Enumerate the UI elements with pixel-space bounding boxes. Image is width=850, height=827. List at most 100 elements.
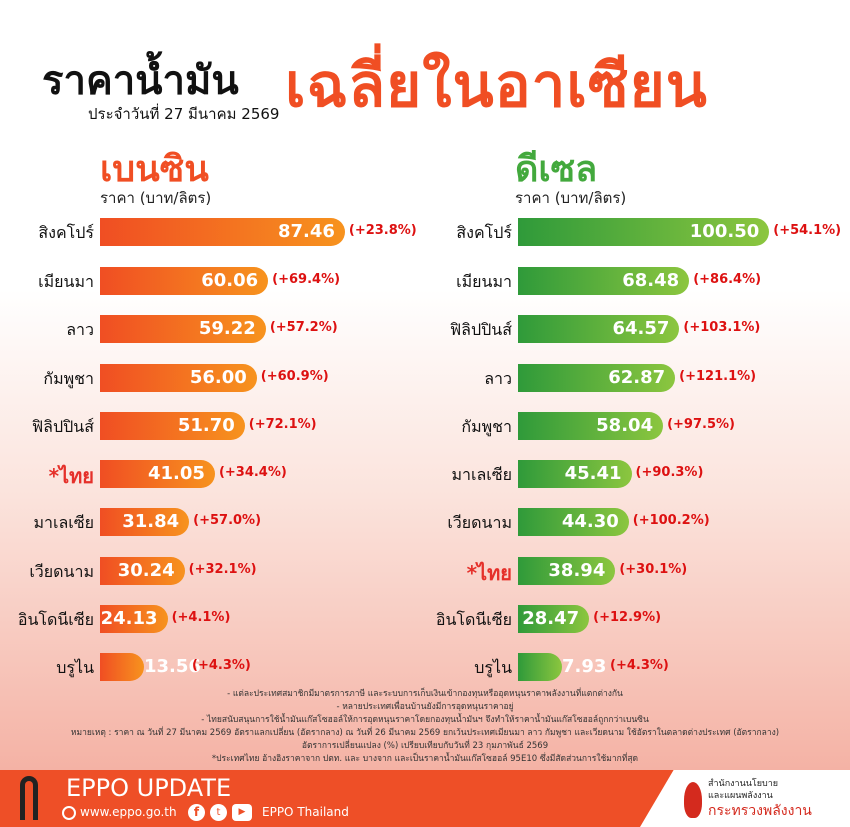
bar-row: เมียนมา 68.48 (+86.4%) <box>456 267 850 295</box>
category-label: ฟิลิปปินส์ <box>449 320 512 339</box>
category-label: กัมพูชา <box>461 417 512 436</box>
note-line: *ประเทศไทย อ้างอิงราคาจาก ปตท. และ บางจา… <box>211 754 639 764</box>
note-line: - หลายประเทศเพื่อนบ้านยังมีการอุดหนุนราค… <box>336 702 514 712</box>
category-label: เมียนมา <box>38 272 94 291</box>
change-label: (+4.3%) <box>610 658 669 673</box>
bar: 51.70 <box>100 412 245 440</box>
bar-row: มาเลเซีย 31.84 (+57.0%) <box>33 508 520 536</box>
category-label: *ไทย <box>48 464 94 488</box>
category-label: เวียดนาม <box>447 513 512 532</box>
bar: 38.94 <box>518 557 616 585</box>
bar-row: บรูไน 13.56 (+4.3%) <box>56 653 520 681</box>
category-label: สิงคโปร์ <box>456 223 512 242</box>
footer: EPPO UPDATE www.eppo.go.th f t ▶ EPPO Th… <box>0 770 850 827</box>
change-label: (+97.5%) <box>667 417 735 432</box>
bar-row: กัมพูชา 58.04 (+97.5%) <box>461 412 850 440</box>
bar-row: เวียดนาม 30.24 (+32.1%) <box>29 557 520 585</box>
ministry-panel: สำนักงานนโยบาย และแผนพลังงาน กระทรวงพลัง… <box>640 770 850 827</box>
change-label: (+72.1%) <box>248 417 317 432</box>
change-label: (+69.4%) <box>272 272 341 287</box>
bar-row: อินโดนีเซีย 28.47 (+12.9%) <box>436 605 850 633</box>
bar: 7.93 <box>518 653 606 681</box>
bar-row: อินโดนีเซีย 24.13 (+4.1%) <box>18 605 520 633</box>
change-label: (+4.1%) <box>171 610 231 625</box>
change-label: (+100.2%) <box>632 513 710 528</box>
change-label: (+23.8%) <box>348 223 417 238</box>
bar: 30.24 <box>100 557 185 585</box>
website-link[interactable]: www.eppo.go.th <box>80 805 177 819</box>
bar-row: มาเลเซีย 45.41 (+90.3%) <box>451 460 850 488</box>
category-label: อินโดนีเซีย <box>435 610 512 629</box>
bar: 31.84 <box>100 508 190 536</box>
category-label: เวียดนาม <box>29 562 94 581</box>
category-label: บรูไน <box>56 658 94 677</box>
youtube-icon[interactable]: ▶ <box>232 804 252 821</box>
bar: 28.47 <box>518 605 590 633</box>
change-label: (+103.1%) <box>683 320 761 335</box>
category-label: สิงคโปร์ <box>38 223 94 242</box>
change-label: (+86.4%) <box>693 272 762 287</box>
facebook-icon[interactable]: f <box>188 804 205 821</box>
bar-row: ลาว 59.22 (+57.2%) <box>66 315 520 343</box>
ministry-name: กระทรวงพลังงาน <box>708 803 812 819</box>
category-label: ลาว <box>66 320 94 339</box>
bar: 24.13 <box>100 605 168 633</box>
note-line: อัตราการเปลี่ยนแปลง (%) เปรียบเทียบกับวั… <box>301 741 549 751</box>
category-label: กัมพูชา <box>43 369 94 388</box>
bar: 87.46 <box>100 218 345 246</box>
bar: 56.00 <box>100 364 257 392</box>
bar: 100.50 <box>518 218 770 246</box>
change-label: (+12.9%) <box>593 610 662 625</box>
org-line1: สำนักงานนโยบาย <box>708 779 779 789</box>
change-label: (+34.4%) <box>218 465 287 480</box>
bar: 60.06 <box>100 267 269 295</box>
benzine-unit: ราคา (บาท/ลิตร) <box>100 189 212 207</box>
bar: 41.05 <box>100 460 215 488</box>
ministry-logo <box>684 782 702 818</box>
bar-row: บรูไน 7.93 (+4.3%) <box>474 653 850 681</box>
bar: 59.22 <box>100 315 266 343</box>
twitter-icon[interactable]: t <box>210 804 227 821</box>
bar-row: สิงคโปร์ 87.46 (+23.8%) <box>38 218 520 246</box>
change-label: (+90.3%) <box>635 465 704 480</box>
change-label: (+60.9%) <box>260 369 329 384</box>
title-main: ราคาน้ำมัน <box>42 58 239 104</box>
bar: 58.04 <box>518 412 664 440</box>
bar-row: ลาว 62.87 (+121.1%) <box>484 364 850 392</box>
change-label: (+30.1%) <box>619 562 688 577</box>
category-label: บรูไน <box>474 658 512 677</box>
bar: 68.48 <box>518 267 690 295</box>
category-label: ลาว <box>484 369 512 388</box>
note-line: - ไทยสนับสนุนการใช้น้ำมันแก๊สโซฮอล์ให้กา… <box>201 715 649 725</box>
bar-row: เมียนมา 60.06 (+69.4%) <box>38 267 520 295</box>
bar: 64.57 <box>518 315 680 343</box>
category-label: อินโดนีเซีย <box>17 610 94 629</box>
title-highlight: เฉลี่ยในอาเซียน <box>285 51 708 121</box>
bar-row: *ไทย 38.94 (+30.1%) <box>467 557 850 585</box>
change-label: (+121.1%) <box>679 369 757 384</box>
note-line: หมายเหตุ : ราคา ณ วันที่ 27 มีนาคม 2569 … <box>70 728 780 738</box>
bar-row: ฟิลิปปินส์ 64.57 (+103.1%) <box>450 315 850 343</box>
notes: - แต่ละประเทศสมาชิกมีมาตรการภาษี และระบบ… <box>0 688 850 766</box>
category-label: มาเลเซีย <box>33 513 94 532</box>
change-label: (+57.2%) <box>269 320 338 335</box>
change-label: (+4.3%) <box>192 658 251 673</box>
date-label: ประจำวันที่ 27 มีนาคม 2569 <box>88 105 280 123</box>
change-label: (+54.1%) <box>773 223 842 238</box>
diesel-title: ดีเซล <box>515 149 598 190</box>
benzine-title: เบนซิน <box>100 149 209 190</box>
bar: 45.41 <box>518 460 632 488</box>
note-line: - แต่ละประเทศสมาชิกมีมาตรการภาษี และระบบ… <box>227 689 623 699</box>
social-label: EPPO Thailand <box>262 805 349 819</box>
globe-icon <box>62 806 76 820</box>
bar: 62.87 <box>518 364 676 392</box>
org-line2: และแผนพลังงาน <box>708 791 773 801</box>
category-label: มาเลเซีย <box>451 465 512 484</box>
ribbon-icon <box>20 776 38 820</box>
category-label: เมียนมา <box>456 272 512 291</box>
category-label: ฟิลิปปินส์ <box>31 417 94 436</box>
bar-row: ฟิลิปปินส์ 51.70 (+72.1%) <box>32 412 520 440</box>
change-label: (+57.0%) <box>193 513 262 528</box>
category-label: *ไทย <box>466 561 512 585</box>
brand-label: EPPO UPDATE <box>66 774 232 802</box>
